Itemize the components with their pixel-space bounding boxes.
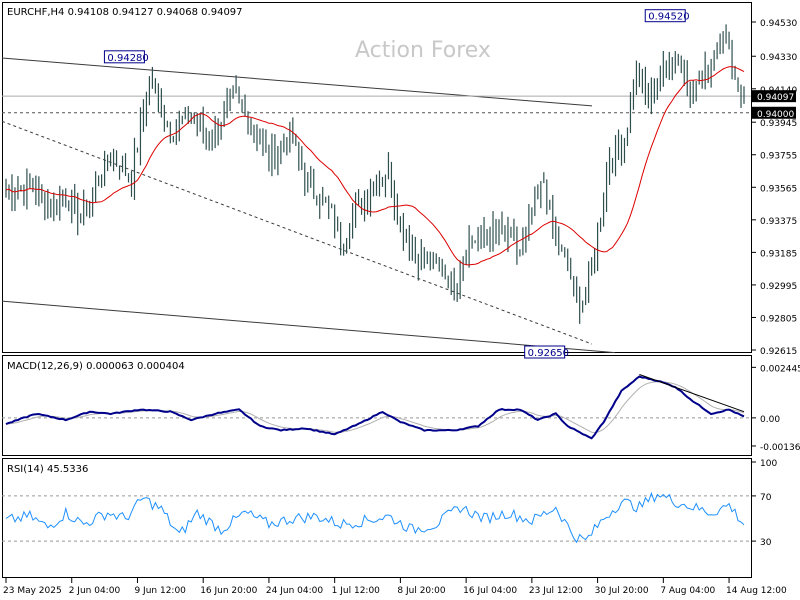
price-axis-label: 0.93565 [760, 184, 797, 194]
rsi-axis-label: 30 [760, 538, 772, 548]
macd-line [5, 375, 745, 440]
price-panel-frame [2, 2, 752, 353]
price-annotation-box [644, 9, 686, 23]
axis-layer: 23 May 2025 2 Jun 04:00 9 Jun 12:00 16 Jun … [3, 578, 787, 596]
x-axis-label: 8 Jul 20:00 [397, 586, 446, 596]
x-axis-label: 23 May 2025 [3, 586, 62, 596]
x-axis-label: 9 Jun 12:00 [134, 586, 186, 596]
x-axis-label: 24 Jun 04:00 [266, 586, 323, 596]
price-axis-label: 0.93755 [760, 152, 797, 162]
x-axis-label: 30 Jul 20:00 [595, 586, 649, 596]
x-axis-label: 14 Aug 12:00 [726, 586, 787, 596]
rsi-layer: 100 70 30 [2, 459, 777, 548]
price-axis-label: 0.92995 [760, 282, 797, 292]
price-axis-label: 0.94330 [760, 53, 797, 63]
price-axis-label: 0.92615 [760, 347, 797, 357]
x-axis-label: 16 Jul 04:00 [463, 586, 517, 596]
price-annotation-label: 0.94520 [648, 12, 689, 23]
channel-lower-line [1, 300, 616, 354]
price-layer: 0.942800.945200.926500.945300.943300.941… [1, 9, 797, 359]
price-axis-label: 0.93375 [760, 217, 797, 227]
x-axis-label: 16 Jun 20:00 [200, 586, 257, 596]
rsi-line [5, 491, 745, 544]
watermark: Action Forex [355, 38, 491, 63]
macd-title: MACD(12,26,9) 0.000063 0.000404 [7, 361, 185, 372]
x-axis-label: 23 Jul 12:00 [529, 586, 583, 596]
rsi-panel-frame [2, 458, 752, 578]
macd-axis-label: -0.00136 [760, 443, 800, 453]
price-axis-label: 0.92805 [760, 314, 797, 324]
price-axis-label: 0.93945 [760, 119, 797, 129]
price-annotation-box [524, 345, 566, 359]
macd-axis-label: 0.002445 [760, 364, 800, 374]
price-axis-label: 0.94530 [760, 19, 797, 29]
price-axis-tag-label: 0.94097 [757, 93, 794, 103]
x-axis-label: 1 Jul 12:00 [332, 586, 381, 596]
macd-panel-frame [2, 355, 752, 456]
price-axis-label: 0.93185 [760, 249, 797, 259]
x-axis-label: 2 Jun 04:00 [69, 586, 121, 596]
moving-average-line [5, 66, 745, 266]
symbol-header: EURCHF,H4 0.94108 0.94127 0.94068 0.9409… [7, 7, 243, 18]
price-axis-tag [752, 90, 796, 103]
macd-layer: 0.002445 0.00 -0.00136 [2, 364, 800, 453]
macd-signal-line [5, 381, 745, 434]
x-axis-label: 7 Aug 04:00 [660, 586, 715, 596]
rsi-axis-label: 70 [760, 493, 772, 503]
price-annotation-box [103, 50, 145, 64]
macd-trendline [639, 373, 745, 413]
rsi-axis-label: 100 [760, 459, 777, 469]
price-annotation-label: 0.94280 [107, 53, 148, 64]
rsi-title: RSI(14) 45.5336 [7, 464, 88, 475]
price-annotation-label: 0.92650 [528, 348, 569, 359]
macd-axis-label: 0.00 [760, 415, 780, 425]
channel-upper-line [1, 57, 593, 107]
price-axis-tag-label: 0.94000 [757, 110, 794, 120]
price-axis-tag [752, 106, 796, 119]
